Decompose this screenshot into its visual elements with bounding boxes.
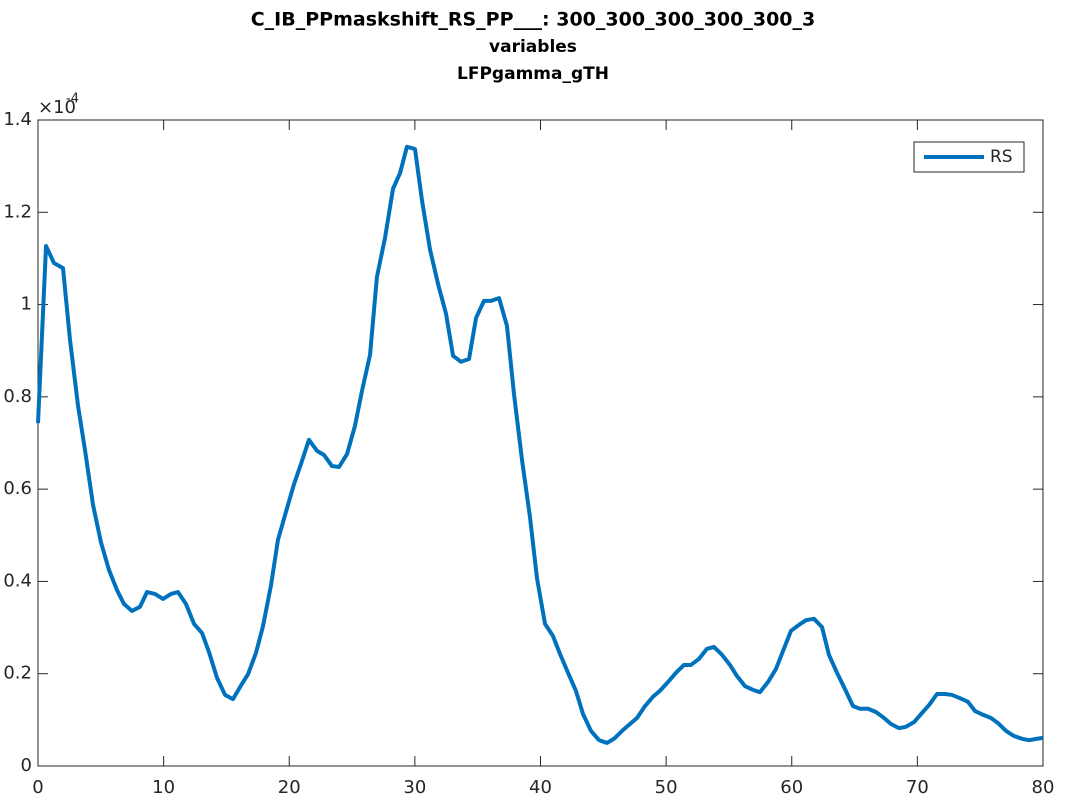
chart-title: C_IB_PPmaskshift_RS_PP___: 300_300_300_3…	[251, 9, 816, 31]
y-tick-label: 0.8	[3, 386, 32, 407]
y-tick-label: 0	[21, 755, 32, 776]
y-tick-label: 0.4	[3, 570, 32, 591]
y-tick-label: 0.6	[3, 478, 32, 499]
chart-subtitle: LFPgamma_gTH	[457, 64, 609, 84]
x-tick-label: 50	[655, 777, 678, 798]
y-multiplier: ×10	[38, 97, 76, 118]
x-tick-label: 30	[403, 777, 426, 798]
legend-label: RS	[990, 147, 1013, 167]
data-line	[36, 144, 1044, 745]
x-tick-label: 70	[906, 777, 929, 798]
x-tick-label: 40	[529, 777, 552, 798]
x-tick-label: 80	[1032, 777, 1055, 798]
y-tick-label: 1	[21, 294, 32, 315]
x-tick-label: 0	[32, 777, 43, 798]
x-tick-label: 10	[152, 777, 175, 798]
x-tick-label: 60	[780, 777, 803, 798]
x-tick-label: 20	[278, 777, 301, 798]
y-tick-label: 1.2	[3, 201, 32, 222]
chart-subtitle: variables	[489, 37, 577, 57]
axes-box	[37, 119, 1044, 767]
y-tick-label: 0.2	[3, 663, 32, 684]
y-multiplier-exponent: -4	[66, 92, 79, 107]
y-tick-label: 1.4	[3, 109, 32, 130]
